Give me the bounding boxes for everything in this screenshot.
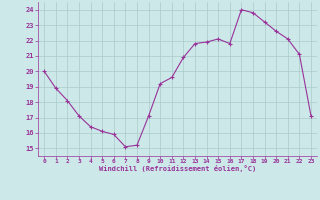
X-axis label: Windchill (Refroidissement éolien,°C): Windchill (Refroidissement éolien,°C) (99, 165, 256, 172)
